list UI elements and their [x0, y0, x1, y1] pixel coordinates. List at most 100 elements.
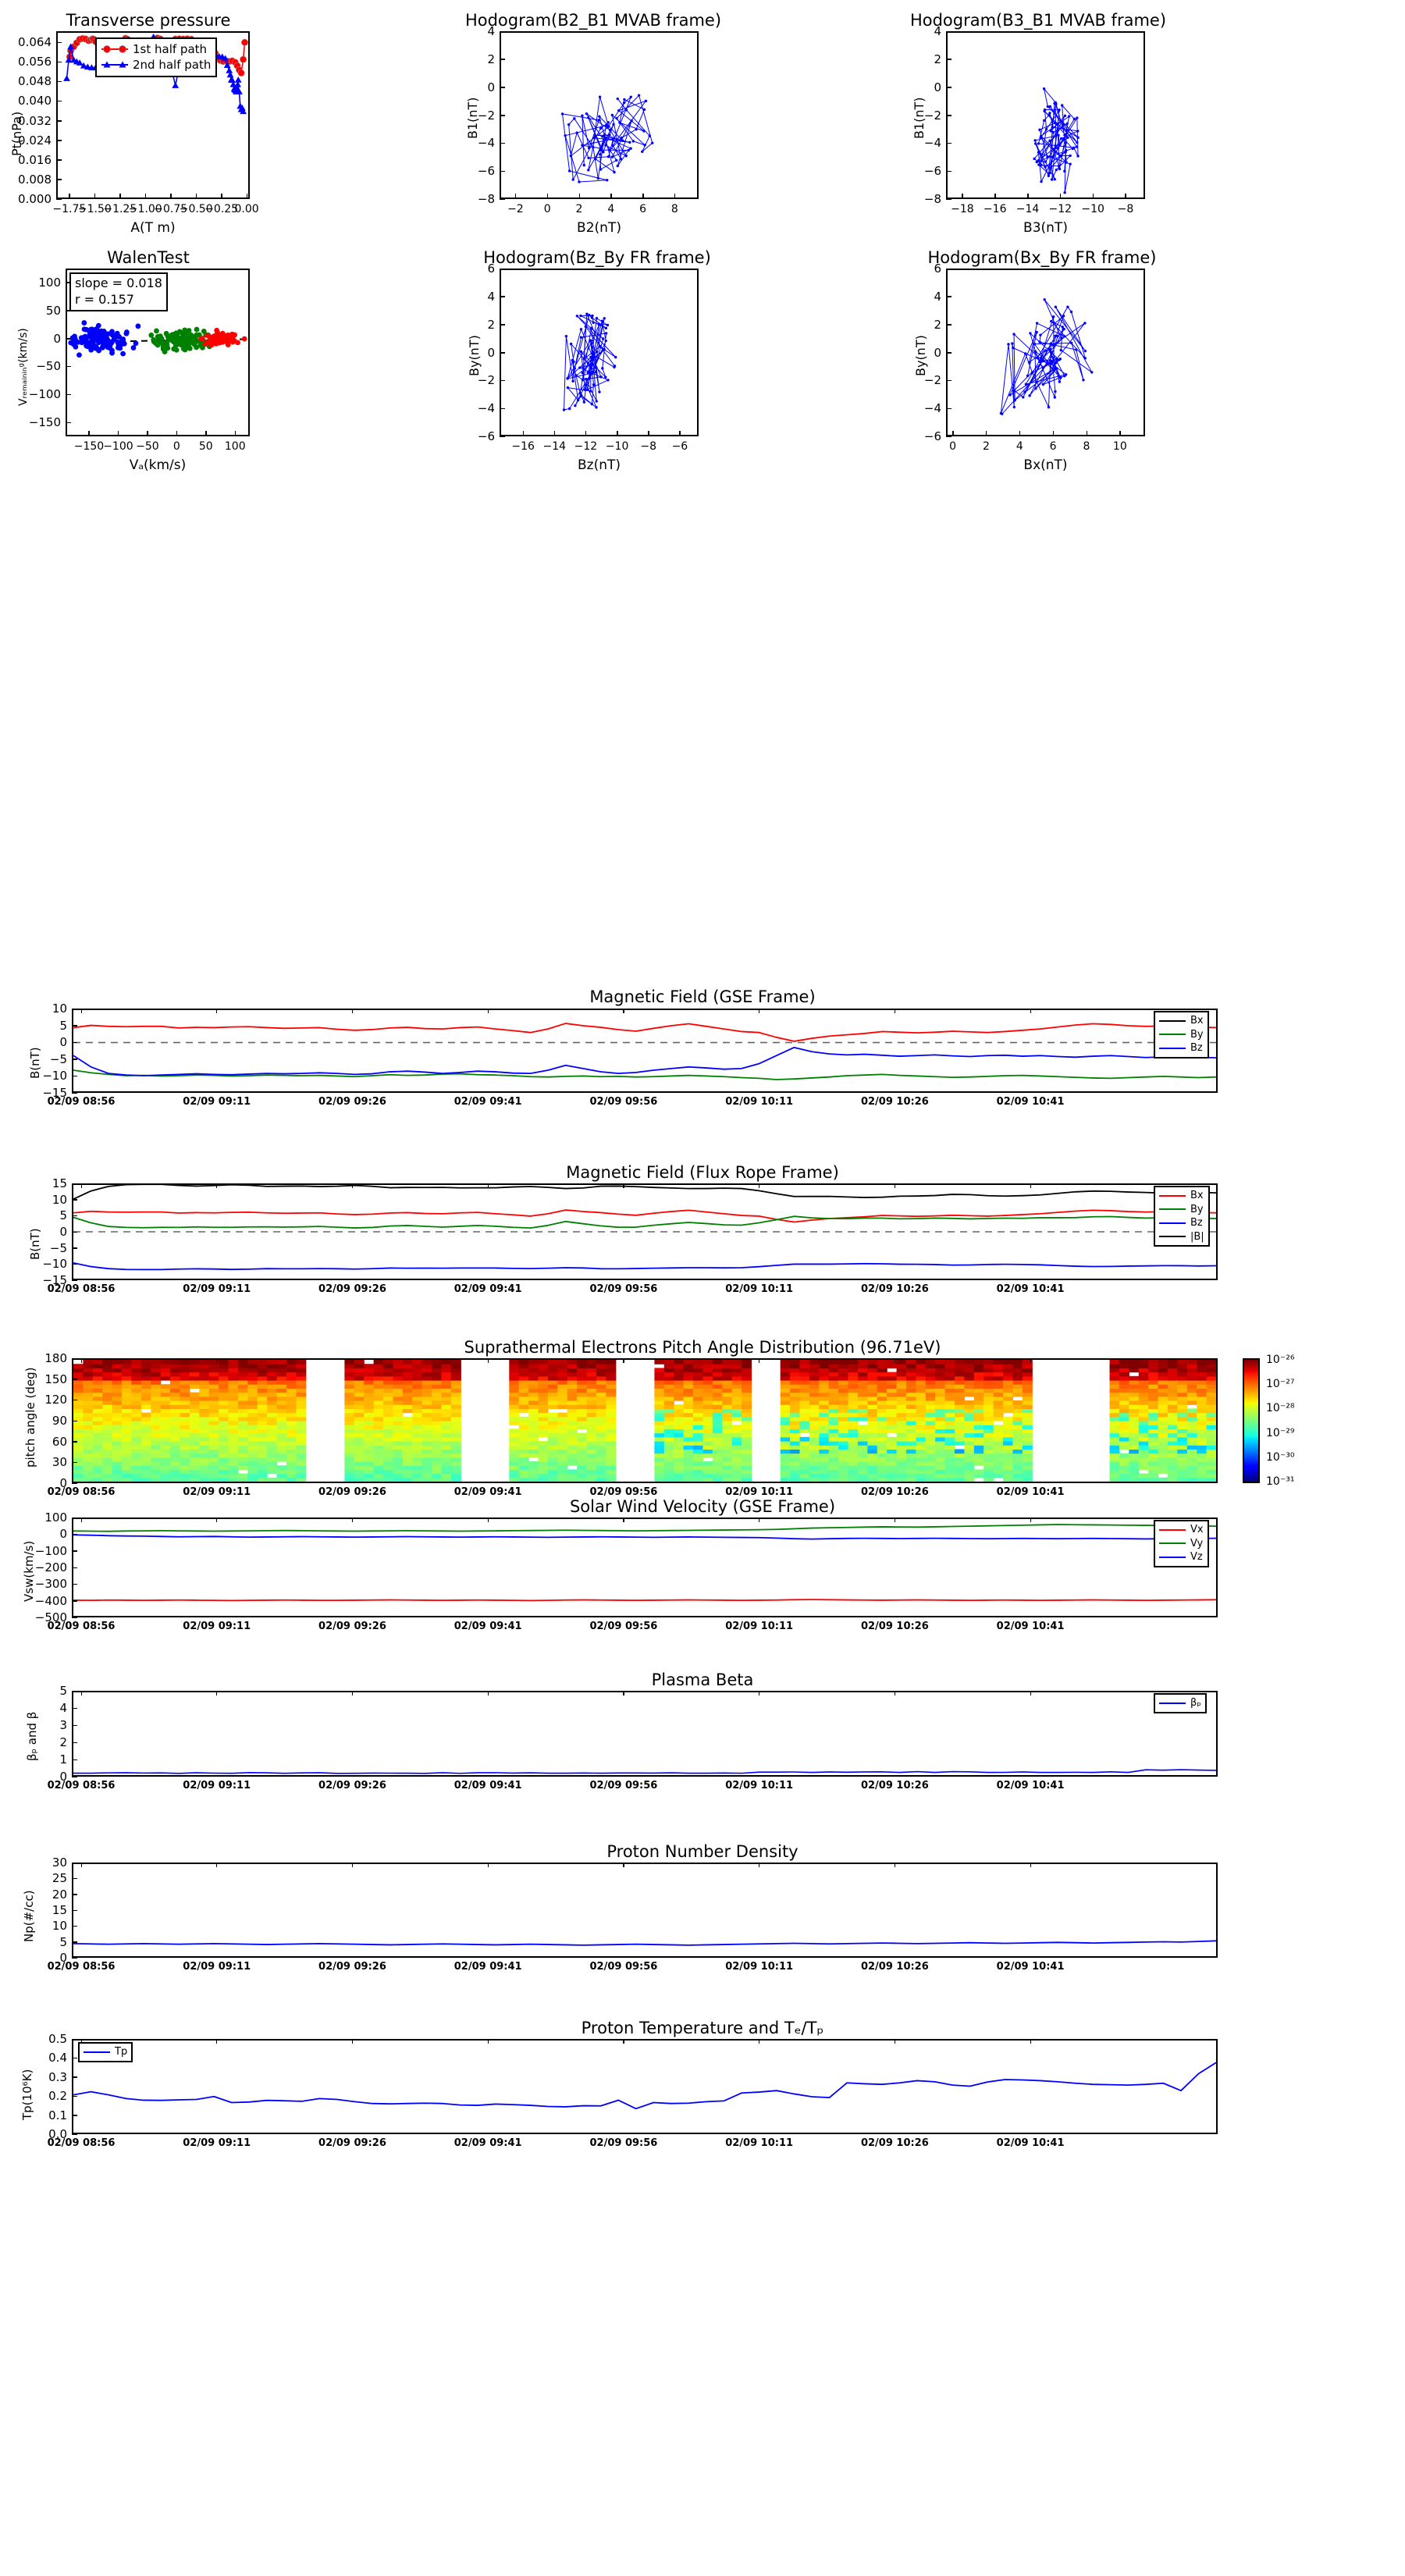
x-tick-label: −6: [671, 440, 688, 453]
y-tick-mark: [946, 436, 951, 437]
plot-area-hodogram-b3-b1: [946, 31, 1145, 199]
y-tick-mark: [56, 100, 62, 102]
y-tick-mark: [72, 1041, 77, 1044]
legend-mf-fr: Bx By Bz |B|: [1154, 1186, 1210, 1247]
time-tick-label: 02/09 09:41: [454, 1621, 522, 1632]
legend-label: Bz: [1190, 1217, 1203, 1229]
y-tick-label: 100: [38, 275, 61, 290]
y-tick-label: 15: [52, 1176, 67, 1190]
plot-area-plasma-beta: [72, 1691, 1218, 1777]
legend-item-bz: Bz: [1159, 1041, 1204, 1055]
y-tick-mark: [66, 338, 71, 340]
y-tick-mark: [72, 1199, 77, 1201]
legend-item-tp: Tp: [84, 2045, 127, 2059]
legend-label: Bx: [1190, 1190, 1204, 1201]
legend-item-bx: Bx: [1159, 1189, 1204, 1203]
time-tick-label: 02/09 10:41: [996, 1283, 1065, 1295]
time-tick-mark: [216, 1358, 218, 1363]
x-tick-label: −8: [1117, 203, 1134, 215]
legend-item-by: By: [1159, 1203, 1204, 1217]
y-tick-label: −5: [49, 1051, 67, 1066]
time-tick-label: 02/09 10:11: [725, 1486, 794, 1498]
y-tick-mark: [500, 379, 505, 382]
y-tick-label: 0: [59, 1035, 67, 1050]
time-tick-label: 02/09 09:11: [183, 1486, 251, 1498]
y-tick-label: 50: [45, 303, 61, 318]
y-tick-label: −6: [477, 429, 495, 443]
y-tick-mark: [72, 1420, 77, 1421]
x-tick-label: 4: [607, 203, 615, 215]
y-tick-label: 0.1: [48, 2108, 67, 2122]
time-tick-label: 02/09 10:41: [996, 1096, 1065, 1108]
colorbar-tick-label: 10⁻²⁸: [1266, 1402, 1295, 1415]
mf-gse-svg: [73, 1023, 1216, 1080]
x-tick-mark: [221, 194, 222, 199]
plasma-beta-svg: [73, 1769, 1216, 1774]
y-tick-label: −8: [477, 192, 495, 206]
legend-plasma-beta: βₚ: [1154, 1693, 1207, 1713]
y-tick-label: −2: [923, 373, 941, 388]
time-tick-mark: [623, 1183, 624, 1188]
y-tick-mark: [72, 1957, 77, 1959]
y-tick-mark: [56, 198, 62, 200]
y-tick-label: −5: [49, 1240, 67, 1255]
time-tick-label: 02/09 10:11: [725, 1096, 794, 1108]
x-tick-label: 4: [1016, 440, 1023, 453]
legend-mf-gse: Bx By Bz: [1154, 1011, 1209, 1059]
time-tick-label: 02/09 08:56: [47, 1621, 116, 1632]
legend-label: By: [1190, 1203, 1204, 1215]
y-tick-label: −2: [477, 108, 495, 123]
y-tick-mark: [946, 296, 951, 297]
time-tick-mark: [623, 1009, 624, 1013]
y-tick-label: −15: [42, 1086, 67, 1100]
time-tick-mark: [351, 1863, 354, 1867]
y-tick-label: 5: [59, 1684, 67, 1698]
time-tick-mark: [487, 1009, 489, 1013]
time-tick-mark: [216, 1183, 218, 1188]
x-tick-mark: [119, 194, 121, 199]
y-tick-mark: [72, 1517, 77, 1518]
y-tick-label: −50: [36, 359, 61, 374]
y-tick-label: 20: [52, 1887, 67, 1902]
y-tick-mark: [56, 159, 62, 161]
y-tick-mark: [72, 1707, 77, 1709]
y-tick-mark: [66, 422, 71, 424]
time-tick-mark: [623, 1863, 624, 1867]
x-tick-mark: [514, 194, 517, 199]
x-tick-mark: [985, 431, 987, 436]
y-tick-mark: [72, 1925, 77, 1927]
y-tick-mark: [66, 365, 71, 368]
time-tick-label: 02/09 09:26: [318, 1096, 386, 1108]
y-tick-mark: [72, 1533, 77, 1535]
time-tick-mark: [1030, 1009, 1031, 1013]
time-tick-label: 02/09 09:11: [183, 2137, 251, 2149]
x-tick-label: −10: [1081, 203, 1104, 215]
y-tick-mark: [72, 1279, 77, 1281]
y-tick-label: −15: [42, 1273, 67, 1287]
time-tick-label: 02/09 10:26: [860, 1780, 929, 1791]
panel-title: Hodogram(Bx_By FR frame): [927, 248, 1157, 267]
y-tick-mark: [500, 436, 505, 437]
x-tick-label: 10: [1112, 440, 1127, 453]
x-tick-mark: [69, 194, 70, 199]
plot-area-mf-gse: [72, 1009, 1218, 1093]
walen-slope-text: slope = 0.018: [75, 276, 162, 290]
y-tick-mark: [500, 324, 505, 326]
time-tick-label: 02/09 09:41: [454, 1096, 522, 1108]
time-tick-mark: [487, 1517, 489, 1522]
time-tick-mark: [216, 1517, 218, 1522]
y-tick-label: −300: [34, 1577, 67, 1592]
y-tick-mark: [72, 2076, 77, 2078]
y-tick-label: −4: [477, 401, 495, 416]
time-tick-mark: [487, 2039, 489, 2044]
time-tick-label: 02/09 09:56: [589, 1283, 658, 1295]
panel-title: Hodogram(B3_B1 MVAB frame): [909, 11, 1167, 30]
x-tick-label: 0: [173, 440, 180, 453]
panel-title: Magnetic Field (GSE Frame): [589, 987, 816, 1006]
y-tick-mark: [72, 1877, 77, 1880]
mf-fr-svg: [73, 1185, 1216, 1271]
y-tick-label: 0.008: [18, 172, 52, 187]
time-tick-label: 02/09 10:41: [996, 2137, 1065, 2149]
x-tick-mark: [952, 431, 954, 436]
time-tick-mark: [1030, 1691, 1031, 1695]
